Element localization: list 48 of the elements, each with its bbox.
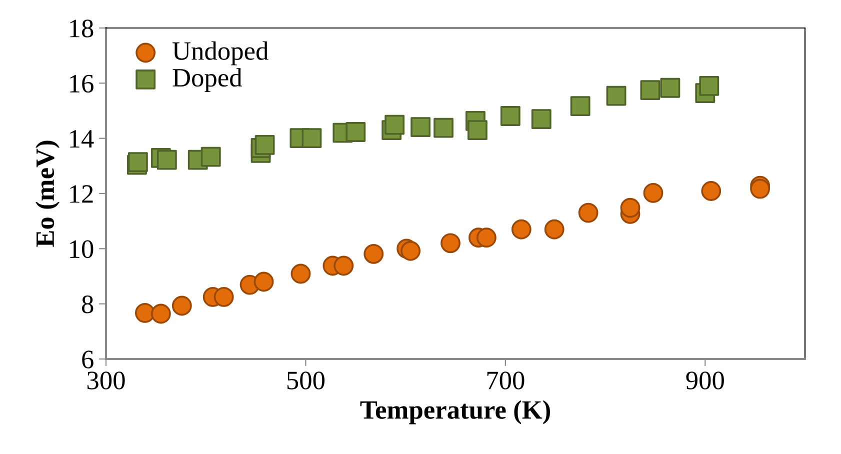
point — [346, 122, 366, 142]
point — [134, 302, 155, 323]
point — [500, 106, 520, 126]
point — [440, 233, 460, 254]
y-tick-label: 12 — [70, 185, 93, 203]
point — [254, 272, 274, 292]
point — [410, 117, 431, 137]
y-tick-label: 6 — [82, 350, 94, 368]
y-tick-label: 14 — [70, 130, 94, 148]
y-tick-label: 16 — [70, 74, 94, 93]
point — [606, 86, 626, 106]
point — [570, 96, 590, 116]
x-tick-label: 700 — [487, 372, 524, 390]
legend-label: Undoped — [172, 41, 268, 66]
point — [620, 198, 640, 218]
point — [364, 244, 384, 264]
y-tick-label: 18 — [70, 20, 94, 38]
point — [434, 118, 454, 138]
point — [640, 80, 660, 100]
y-tick-label: 8 — [82, 295, 94, 314]
point — [531, 109, 552, 129]
point — [214, 286, 234, 307]
x-tick-label: 900 — [686, 372, 724, 390]
x-axis-title: Temperature (K) — [360, 400, 550, 424]
y-tick-label: 10 — [70, 240, 94, 258]
point — [200, 146, 221, 167]
point — [290, 264, 311, 284]
x-tick-label: 500 — [287, 372, 324, 390]
point — [701, 181, 722, 201]
legend-label: Doped — [172, 68, 242, 92]
point — [476, 228, 496, 248]
point — [643, 182, 664, 203]
point — [544, 219, 564, 240]
point — [150, 304, 171, 324]
point — [384, 114, 405, 135]
point — [334, 256, 354, 276]
point — [468, 120, 488, 140]
x-tick-label: 300 — [87, 372, 125, 390]
point — [302, 128, 322, 148]
point — [578, 202, 598, 223]
y-axis-title: Eo (meV) — [36, 140, 60, 247]
point — [660, 78, 680, 98]
point — [699, 76, 720, 96]
point — [511, 219, 532, 240]
point — [156, 150, 177, 170]
point — [400, 240, 421, 261]
point — [172, 296, 192, 316]
point — [254, 134, 275, 155]
